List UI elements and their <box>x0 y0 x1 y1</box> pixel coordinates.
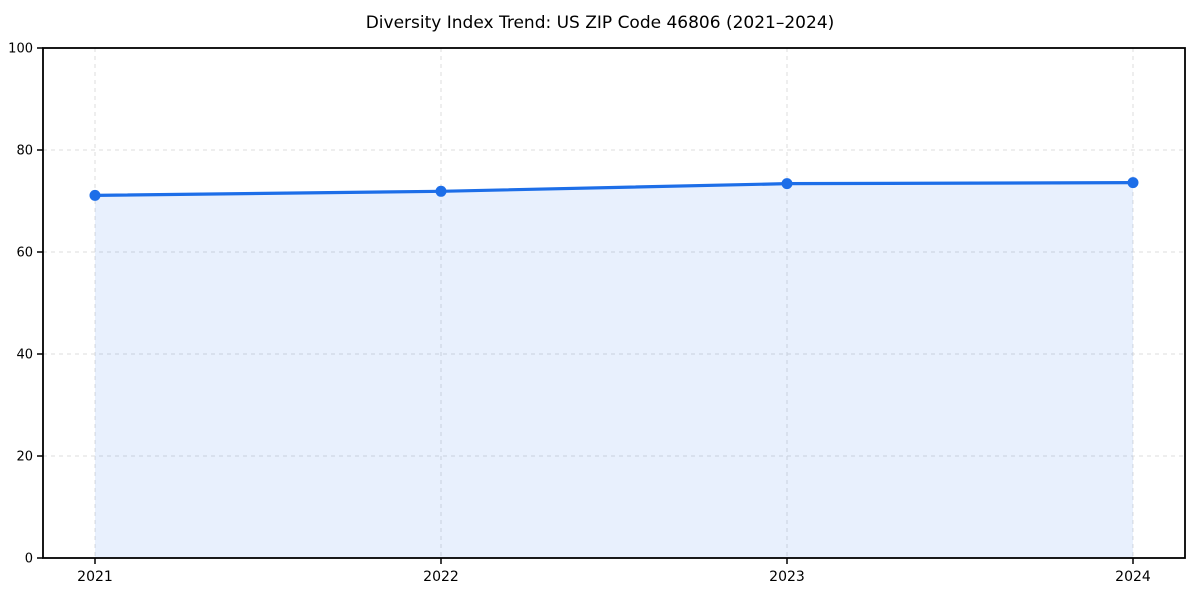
y-tick-label: 100 <box>8 42 33 57</box>
x-tick-label: 2024 <box>1115 569 1151 585</box>
data-point-marker <box>1127 177 1139 189</box>
y-tick-label: 80 <box>16 144 33 159</box>
chart-title: Diversity Index Trend: US ZIP Code 46806… <box>366 13 835 33</box>
tick-labels-layer: 0 20 40 60 80 100 2021 2022 2023 2024 <box>8 42 1151 586</box>
area-fill <box>95 182 1133 558</box>
y-tick-label: 40 <box>16 348 33 363</box>
data-point-marker <box>89 189 101 201</box>
x-tick-label: 2022 <box>423 569 459 585</box>
axis-spine-box <box>42 47 1186 559</box>
data-point-marker <box>781 178 793 190</box>
y-tick-label: 0 <box>25 552 33 567</box>
y-tick-label: 20 <box>16 450 33 465</box>
x-tick-label: 2023 <box>769 569 805 585</box>
x-tick-label: 2021 <box>77 569 113 585</box>
plot-layer <box>89 177 1139 558</box>
data-point-marker <box>435 185 447 197</box>
y-tick-label: 60 <box>16 246 33 261</box>
axes-layer <box>37 47 1186 564</box>
trend-line <box>93 181 1135 197</box>
